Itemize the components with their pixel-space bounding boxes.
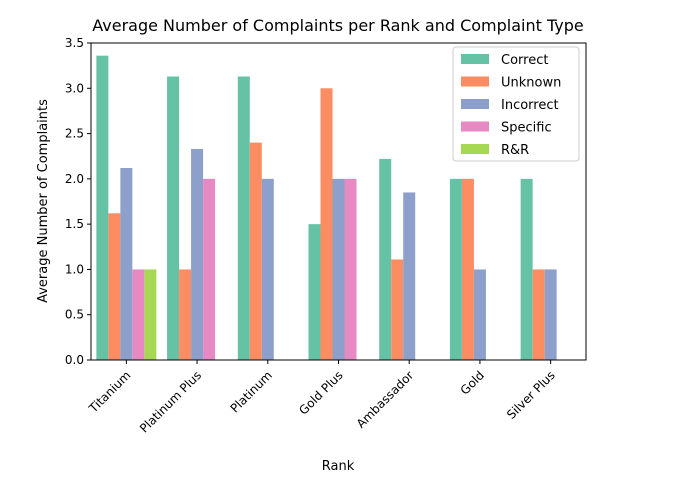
x-tick-label: Gold [458,368,487,397]
bars [96,55,557,361]
bar [167,76,180,361]
legend-box [452,46,580,162]
bar [120,167,133,360]
x-tick-label: Platinum Plus [137,368,204,435]
x-axis: Titanium Platinum Plus Platinum Gold Plus Am… [86,360,558,435]
bar [132,269,145,360]
bar [203,178,216,360]
bar [344,178,357,360]
bar [332,178,345,360]
x-tick-label: Silver Plus [504,368,558,422]
y-tick-label: 0.0 [65,353,84,367]
bar [108,213,121,360]
bar [520,178,533,360]
legend-label: Correct [501,53,548,68]
x-tick-label: Ambassador [354,368,417,431]
bar [96,55,109,361]
y-tick-label: 3.0 [65,81,84,95]
bar [473,269,486,360]
legend-label: Incorrect [501,98,559,113]
bar [179,269,192,360]
y-axis: 0.0 0.5 1.0 1.5 2.0 2.5 3.0 3.5 [65,36,91,367]
bar [320,88,333,361]
bar [403,192,416,360]
bar [461,178,474,360]
bar [191,148,204,360]
y-tick-label: 1.0 [65,262,84,276]
y-tick-label: 2.5 [65,127,84,141]
legend-label: Unknown [501,76,561,91]
y-axis-label: Average Number of Complaints [36,99,51,303]
bar [308,224,321,360]
y-tick-label: 0.5 [65,308,84,322]
y-tick-label: 3.5 [65,36,84,50]
legend-label: R&R [501,143,529,158]
x-tick-label: Gold Plus [296,368,345,417]
bar [379,158,392,360]
bar [144,269,157,360]
bar [449,178,462,360]
bar [249,142,262,360]
legend-swatch [461,99,489,109]
legend-swatch [461,54,489,64]
chart-title: Average Number of Complaints per Rank an… [92,16,583,35]
legend-swatch [461,76,489,87]
bar [237,76,250,361]
x-axis-label: Rank [322,459,355,474]
legend-swatch [461,144,489,154]
legend: Correct Unknown Incorrect Specific R&R [452,46,580,162]
legend-swatch [461,121,489,132]
x-tick-label: Titanium [86,368,134,416]
bar [261,178,274,360]
plot-frame [90,42,587,361]
legend-label: Specific [501,121,552,136]
y-tick-label: 2.0 [65,172,84,186]
x-tick-label: Platinum [228,368,275,415]
bar [544,269,557,360]
y-tick-label: 1.5 [65,217,84,231]
bar [532,269,545,360]
bar [391,259,404,360]
